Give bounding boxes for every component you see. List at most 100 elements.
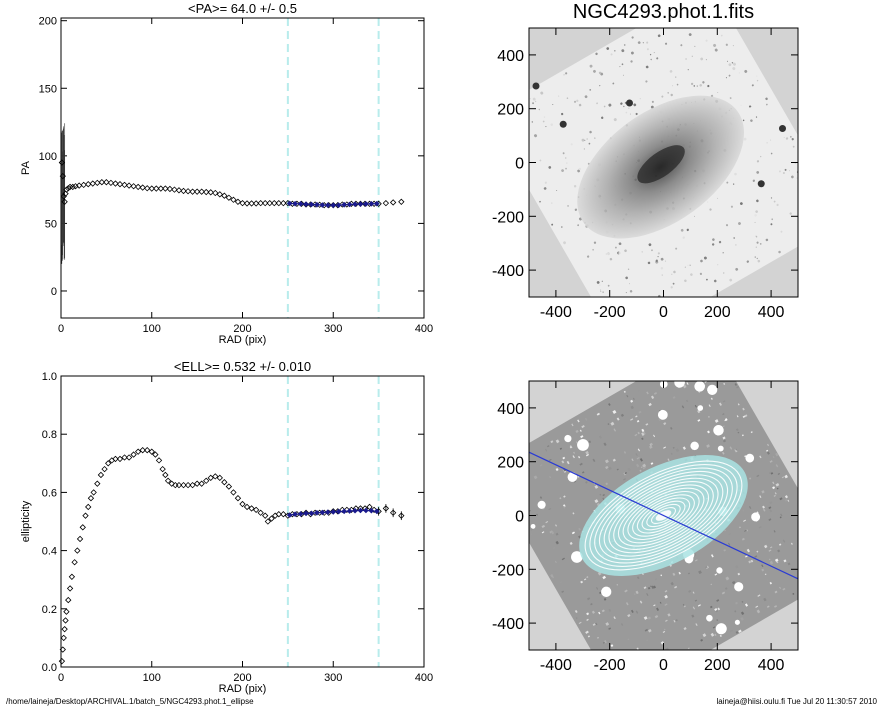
y-tick-label: 150 (39, 83, 57, 95)
noise (740, 617, 744, 621)
star (532, 97, 536, 101)
noise (586, 576, 589, 579)
data-point (162, 471, 169, 479)
star (699, 272, 703, 275)
star (567, 205, 569, 207)
noise (643, 616, 648, 620)
noise (769, 560, 774, 565)
noise (766, 605, 770, 608)
noise (637, 431, 640, 435)
star (802, 215, 805, 218)
noise (830, 553, 833, 556)
noise (758, 526, 762, 529)
noise (562, 456, 566, 460)
noise (717, 360, 720, 362)
noise (686, 367, 688, 369)
data-point (59, 172, 66, 180)
fit-point (363, 201, 369, 207)
data-point (221, 192, 228, 199)
data-point (193, 480, 201, 487)
mask-spot (706, 614, 713, 622)
star (729, 278, 733, 282)
star (534, 134, 538, 138)
noise (647, 616, 652, 620)
star (651, 100, 654, 103)
noise (586, 597, 591, 601)
star (655, 25, 658, 28)
noise (709, 605, 713, 609)
star (653, 51, 655, 54)
star (735, 267, 739, 271)
noise (559, 447, 563, 450)
noise (616, 468, 619, 471)
noise (623, 478, 626, 481)
noise (575, 617, 578, 620)
star (621, 63, 624, 66)
noise (624, 681, 626, 683)
noise (803, 564, 806, 567)
noise (804, 544, 806, 547)
star (718, 240, 722, 244)
noise (570, 445, 573, 449)
star (735, 244, 737, 246)
noise (763, 544, 768, 549)
star (540, 91, 544, 95)
star (729, 97, 732, 100)
x-tick-label: -400 (540, 657, 572, 674)
noise (734, 383, 738, 386)
noise (693, 369, 696, 372)
data-point (225, 194, 233, 201)
noise (585, 630, 589, 634)
star (664, 260, 667, 262)
noise (672, 396, 676, 399)
noise (776, 487, 779, 490)
star (657, 34, 661, 38)
noise (729, 446, 733, 450)
star (651, 249, 653, 252)
star (603, 105, 606, 108)
star (739, 202, 743, 205)
star (690, 273, 693, 276)
x-tick-label: -400 (540, 304, 572, 321)
star (542, 120, 545, 123)
fit-point (303, 510, 309, 517)
star (733, 237, 735, 239)
star (702, 81, 705, 84)
data-point (389, 509, 397, 516)
star (583, 148, 585, 150)
star (599, 284, 601, 286)
noise (778, 543, 782, 546)
noise (768, 549, 772, 552)
data-point (230, 489, 237, 496)
data-point (85, 503, 92, 511)
star (601, 116, 604, 119)
noise (722, 413, 725, 416)
data-point (157, 185, 164, 192)
noise (716, 619, 718, 621)
noise (627, 613, 631, 618)
noise (697, 419, 701, 422)
star (544, 181, 547, 184)
star (605, 253, 607, 255)
noise (571, 423, 574, 427)
noise (581, 425, 585, 429)
noise (775, 482, 780, 487)
data-point (268, 515, 275, 522)
noise (533, 475, 538, 480)
star (725, 224, 729, 227)
star (760, 155, 762, 158)
noise (599, 493, 602, 496)
bright-star (757, 180, 765, 188)
noise (624, 589, 628, 593)
star (799, 231, 802, 234)
data-point (65, 596, 72, 604)
star (756, 199, 759, 203)
fit-point (324, 202, 331, 208)
noise (698, 372, 702, 376)
noise (697, 409, 701, 414)
data-point (62, 617, 69, 624)
star (630, 60, 633, 63)
data-point (68, 573, 76, 580)
plot-pa: 0 100 200 300 400 0 50 100 150 200 <PA>= 64.0 +/- … (20, 1, 433, 346)
noise (720, 362, 723, 365)
